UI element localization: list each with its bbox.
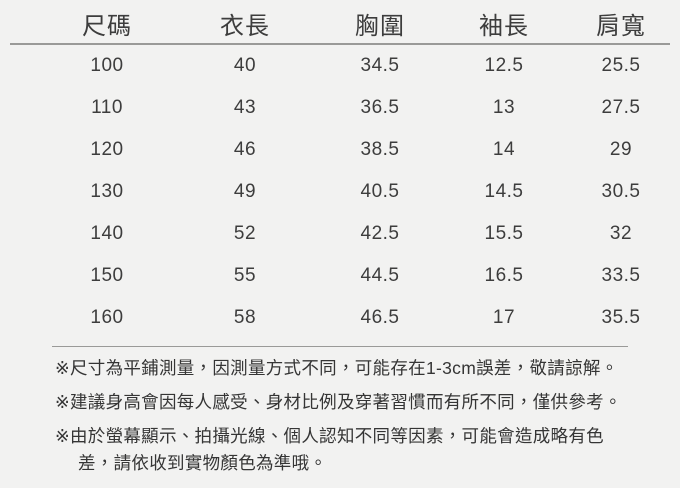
cell-chest: 38.5 <box>360 138 400 160</box>
cell-size: 130 <box>90 180 124 202</box>
cell-chest: 44.5 <box>360 264 400 286</box>
cell-garment-length: 58 <box>233 306 257 328</box>
cell-shoulder-width: 35.5 <box>601 306 641 328</box>
cell-garment-length: 40 <box>233 54 257 76</box>
cell-size: 140 <box>90 222 124 244</box>
cell-chest: 36.5 <box>360 96 400 118</box>
cell-chest: 42.5 <box>360 222 400 244</box>
table-header-row: 尺碼 衣長 胸圍 袖長 肩寬 <box>0 0 680 43</box>
header-cell-garment-length: 衣長 <box>220 12 270 40</box>
table-row-160: 160 58 46.5 17 35.5 <box>0 297 680 339</box>
cell-shoulder-width: 25.5 <box>601 54 641 76</box>
cell-shoulder-width: 29 <box>609 138 633 160</box>
table-row-120: 120 46 38.5 14 29 <box>0 129 680 171</box>
cell-shoulder-width: 30.5 <box>601 180 641 202</box>
cell-garment-length: 49 <box>233 180 257 202</box>
cell-chest: 46.5 <box>360 306 400 328</box>
cell-size: 150 <box>90 264 124 286</box>
note-color-difference: ※由於螢幕顯示、拍攝光線、個人認知不同等因素，可能會造成略有色 差，請依收到實物… <box>55 426 604 473</box>
cell-garment-length: 43 <box>233 96 257 118</box>
cell-size: 120 <box>90 138 124 160</box>
cell-sleeve-length: 15.5 <box>484 222 524 244</box>
cell-size: 160 <box>90 306 124 328</box>
cell-chest: 34.5 <box>360 54 400 76</box>
table-body: 100 40 34.5 12.5 25.5 110 43 36.5 13 27.… <box>0 45 680 339</box>
cell-garment-length: 55 <box>233 264 257 286</box>
note-height-reference: ※建議身高會因每人感受、身材比例及穿著習慣而有所不同，僅供參考。 <box>55 392 622 412</box>
cell-garment-length: 52 <box>233 222 257 244</box>
cell-shoulder-width: 27.5 <box>601 96 641 118</box>
table-bottom-divider <box>52 345 628 347</box>
table-row-130: 130 49 40.5 14.5 30.5 <box>0 171 680 213</box>
cell-garment-length: 46 <box>233 138 257 160</box>
note-measurement-tolerance: ※尺寸為平鋪測量，因測量方式不同，可能存在1-3cm誤差，敬請諒解。 <box>55 358 619 378</box>
cell-sleeve-length: 16.5 <box>484 264 524 286</box>
cell-sleeve-length: 14 <box>492 138 516 160</box>
header-cell-chest: 胸圍 <box>355 12 405 40</box>
cell-size: 100 <box>90 54 124 76</box>
header-divider <box>10 43 670 45</box>
cell-shoulder-width: 32 <box>609 222 633 244</box>
notes-section: ※尺寸為平鋪測量，因測量方式不同，可能存在1-3cm誤差，敬請諒解。 ※建議身高… <box>55 355 667 477</box>
table-row-110: 110 43 36.5 13 27.5 <box>0 87 680 129</box>
cell-sleeve-length: 14.5 <box>484 180 524 202</box>
cell-chest: 40.5 <box>360 180 400 202</box>
table-row-140: 140 52 42.5 15.5 32 <box>0 213 680 255</box>
header-cell-sleeve-length: 袖長 <box>479 12 529 40</box>
header-cell-size: 尺碼 <box>82 12 132 40</box>
header-cell-shoulder-width: 肩寬 <box>596 12 646 40</box>
cell-shoulder-width: 33.5 <box>601 264 641 286</box>
cell-sleeve-length: 12.5 <box>484 54 524 76</box>
table-row-100: 100 40 34.5 12.5 25.5 <box>0 45 680 87</box>
cell-sleeve-length: 17 <box>492 306 516 328</box>
cell-sleeve-length: 13 <box>492 96 516 118</box>
table-row-150: 150 55 44.5 16.5 33.5 <box>0 255 680 297</box>
cell-size: 110 <box>91 96 123 118</box>
